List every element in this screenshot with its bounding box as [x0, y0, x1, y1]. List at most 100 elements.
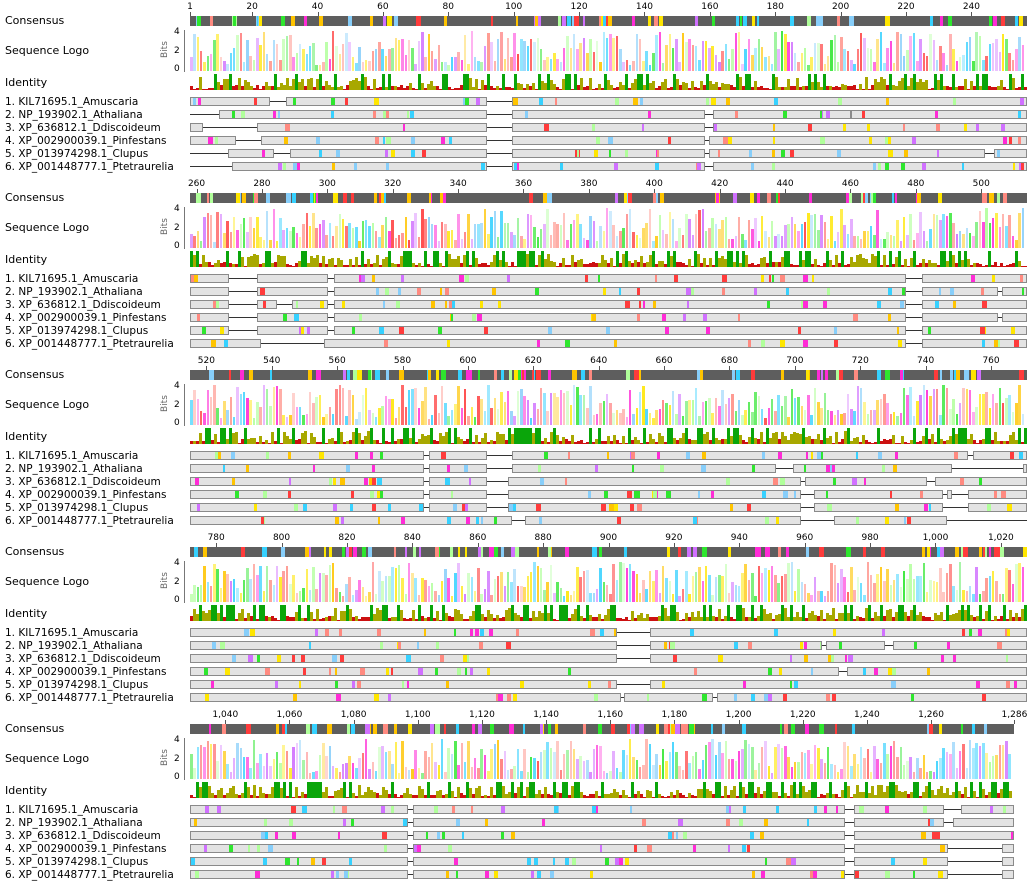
sequence-segment[interactable] [851, 110, 1027, 119]
sequence-segment[interactable] [412, 818, 846, 827]
sequence-segment[interactable] [190, 870, 409, 879]
sequence-segment[interactable] [853, 805, 945, 814]
sequence-segment[interactable] [190, 313, 230, 322]
sequence-name[interactable]: 1. KIL71695.1_Amuscaria [5, 804, 139, 816]
sequence-segment[interactable] [292, 300, 329, 309]
sequence-segment[interactable] [412, 857, 846, 866]
sequence-segment[interactable] [190, 477, 425, 486]
sequence-segment[interactable] [847, 667, 1027, 676]
sequence-segment[interactable] [1001, 287, 1027, 296]
sequence-segment[interactable] [813, 490, 944, 499]
sequence-segment[interactable] [190, 831, 409, 840]
sequence-name[interactable]: 1. KIL71695.1_Amuscaria [5, 450, 139, 462]
sequence-segment[interactable] [650, 628, 1027, 637]
sequence-segment[interactable] [650, 654, 1027, 663]
sequence-segment[interactable] [922, 300, 1027, 309]
sequence-segment[interactable] [524, 516, 801, 525]
sequence-segment[interactable] [190, 693, 622, 702]
sequence-segment[interactable] [623, 693, 714, 702]
sequence-segment[interactable] [231, 162, 488, 171]
sequence-segment[interactable] [512, 464, 776, 473]
sequence-segment[interactable] [333, 313, 906, 322]
sequence-segment[interactable] [190, 490, 425, 499]
sequence-segment[interactable] [1022, 464, 1027, 473]
sequence-name[interactable]: 6. XP_001448777.1_Ptetraurelia [5, 692, 174, 704]
sequence-segment[interactable] [960, 805, 1015, 814]
sequence-segment[interactable] [834, 516, 948, 525]
sequence-segment[interactable] [512, 136, 705, 145]
sequence-segment[interactable] [190, 516, 513, 525]
sequence-segment[interactable] [290, 149, 488, 158]
sequence-segment[interactable] [190, 123, 203, 132]
sequence-segment[interactable] [512, 110, 705, 119]
sequence-segment[interactable] [512, 451, 969, 460]
sequence-segment[interactable] [853, 870, 949, 879]
sequence-segment[interactable] [190, 339, 262, 348]
sequence-segment[interactable] [333, 300, 906, 309]
sequence-segment[interactable] [934, 477, 1027, 486]
sequence-segment[interactable] [256, 287, 329, 296]
sequence-segment[interactable] [922, 326, 1027, 335]
sequence-segment[interactable] [508, 490, 801, 499]
sequence-name[interactable]: 3. XP_636812.1_Ddiscoideum [5, 653, 161, 665]
sequence-segment[interactable] [993, 149, 1027, 158]
sequence-segment[interactable] [922, 313, 998, 322]
sequence-segment[interactable] [922, 274, 1027, 283]
sequence-name[interactable]: 4. XP_002900039.1_Pinfestans [5, 666, 167, 678]
sequence-segment[interactable] [922, 287, 998, 296]
sequence-segment[interactable] [428, 477, 488, 486]
sequence-segment[interactable] [713, 123, 1027, 132]
sequence-segment[interactable] [853, 818, 945, 827]
sequence-name[interactable]: 5. XP_013974298.1_Clupus [5, 856, 149, 868]
sequence-name[interactable]: 5. XP_013974298.1_Clupus [5, 679, 149, 691]
sequence-segment[interactable] [968, 503, 1027, 512]
sequence-name[interactable]: 3. XP_636812.1_Ddiscoideum [5, 122, 161, 134]
sequence-name[interactable]: 2. NP_193902.1_Athaliana [5, 817, 143, 829]
sequence-segment[interactable] [412, 870, 846, 879]
sequence-name[interactable]: 3. XP_636812.1_Ddiscoideum [5, 299, 161, 311]
sequence-segment[interactable] [190, 641, 617, 650]
sequence-segment[interactable] [261, 136, 488, 145]
sequence-segment[interactable] [512, 97, 1027, 106]
sequence-segment[interactable] [412, 805, 846, 814]
sequence-name[interactable]: 6. XP_001448777.1_Ptetraurelia [5, 161, 174, 173]
sequence-segment[interactable] [190, 274, 230, 283]
sequence-segment[interactable] [968, 490, 1027, 499]
sequence-segment[interactable] [190, 136, 237, 145]
sequence-name[interactable]: 3. XP_636812.1_Ddiscoideum [5, 476, 161, 488]
sequence-segment[interactable] [190, 326, 230, 335]
sequence-segment[interactable] [190, 844, 409, 853]
sequence-segment[interactable] [190, 818, 409, 827]
sequence-name[interactable]: 4. XP_002900039.1_Pinfestans [5, 489, 167, 501]
sequence-segment[interactable] [256, 313, 329, 322]
sequence-segment[interactable] [190, 287, 230, 296]
sequence-name[interactable]: 5. XP_013974298.1_Clupus [5, 502, 149, 514]
sequence-segment[interactable] [190, 300, 230, 309]
sequence-segment[interactable] [893, 641, 1027, 650]
sequence-name[interactable]: 2. NP_193902.1_Athaliana [5, 286, 143, 298]
sequence-segment[interactable] [333, 287, 906, 296]
sequence-segment[interactable] [826, 641, 885, 650]
sequence-segment[interactable] [256, 300, 278, 309]
sequence-name[interactable]: 6. XP_001448777.1_Ptetraurelia [5, 869, 174, 881]
sequence-segment[interactable] [853, 831, 1015, 840]
sequence-segment[interactable] [333, 274, 906, 283]
sequence-segment[interactable] [508, 477, 801, 486]
sequence-segment[interactable] [190, 654, 617, 663]
sequence-segment[interactable] [947, 490, 952, 499]
sequence-name[interactable]: 1. KIL71695.1_Amuscaria [5, 627, 139, 639]
sequence-segment[interactable] [190, 451, 425, 460]
sequence-segment[interactable] [717, 693, 1027, 702]
sequence-segment[interactable] [952, 818, 1015, 827]
sequence-name[interactable]: 4. XP_002900039.1_Pinfestans [5, 843, 167, 855]
sequence-segment[interactable] [708, 149, 986, 158]
sequence-segment[interactable] [853, 857, 949, 866]
sequence-segment[interactable] [256, 274, 329, 283]
sequence-name[interactable]: 1. KIL71695.1_Amuscaria [5, 96, 139, 108]
sequence-segment[interactable] [412, 831, 846, 840]
sequence-name[interactable]: 3. XP_636812.1_Ddiscoideum [5, 830, 161, 842]
sequence-segment[interactable] [190, 97, 270, 106]
sequence-segment[interactable] [219, 110, 488, 119]
sequence-name[interactable]: 5. XP_013974298.1_Clupus [5, 148, 149, 160]
sequence-segment[interactable] [190, 628, 617, 637]
